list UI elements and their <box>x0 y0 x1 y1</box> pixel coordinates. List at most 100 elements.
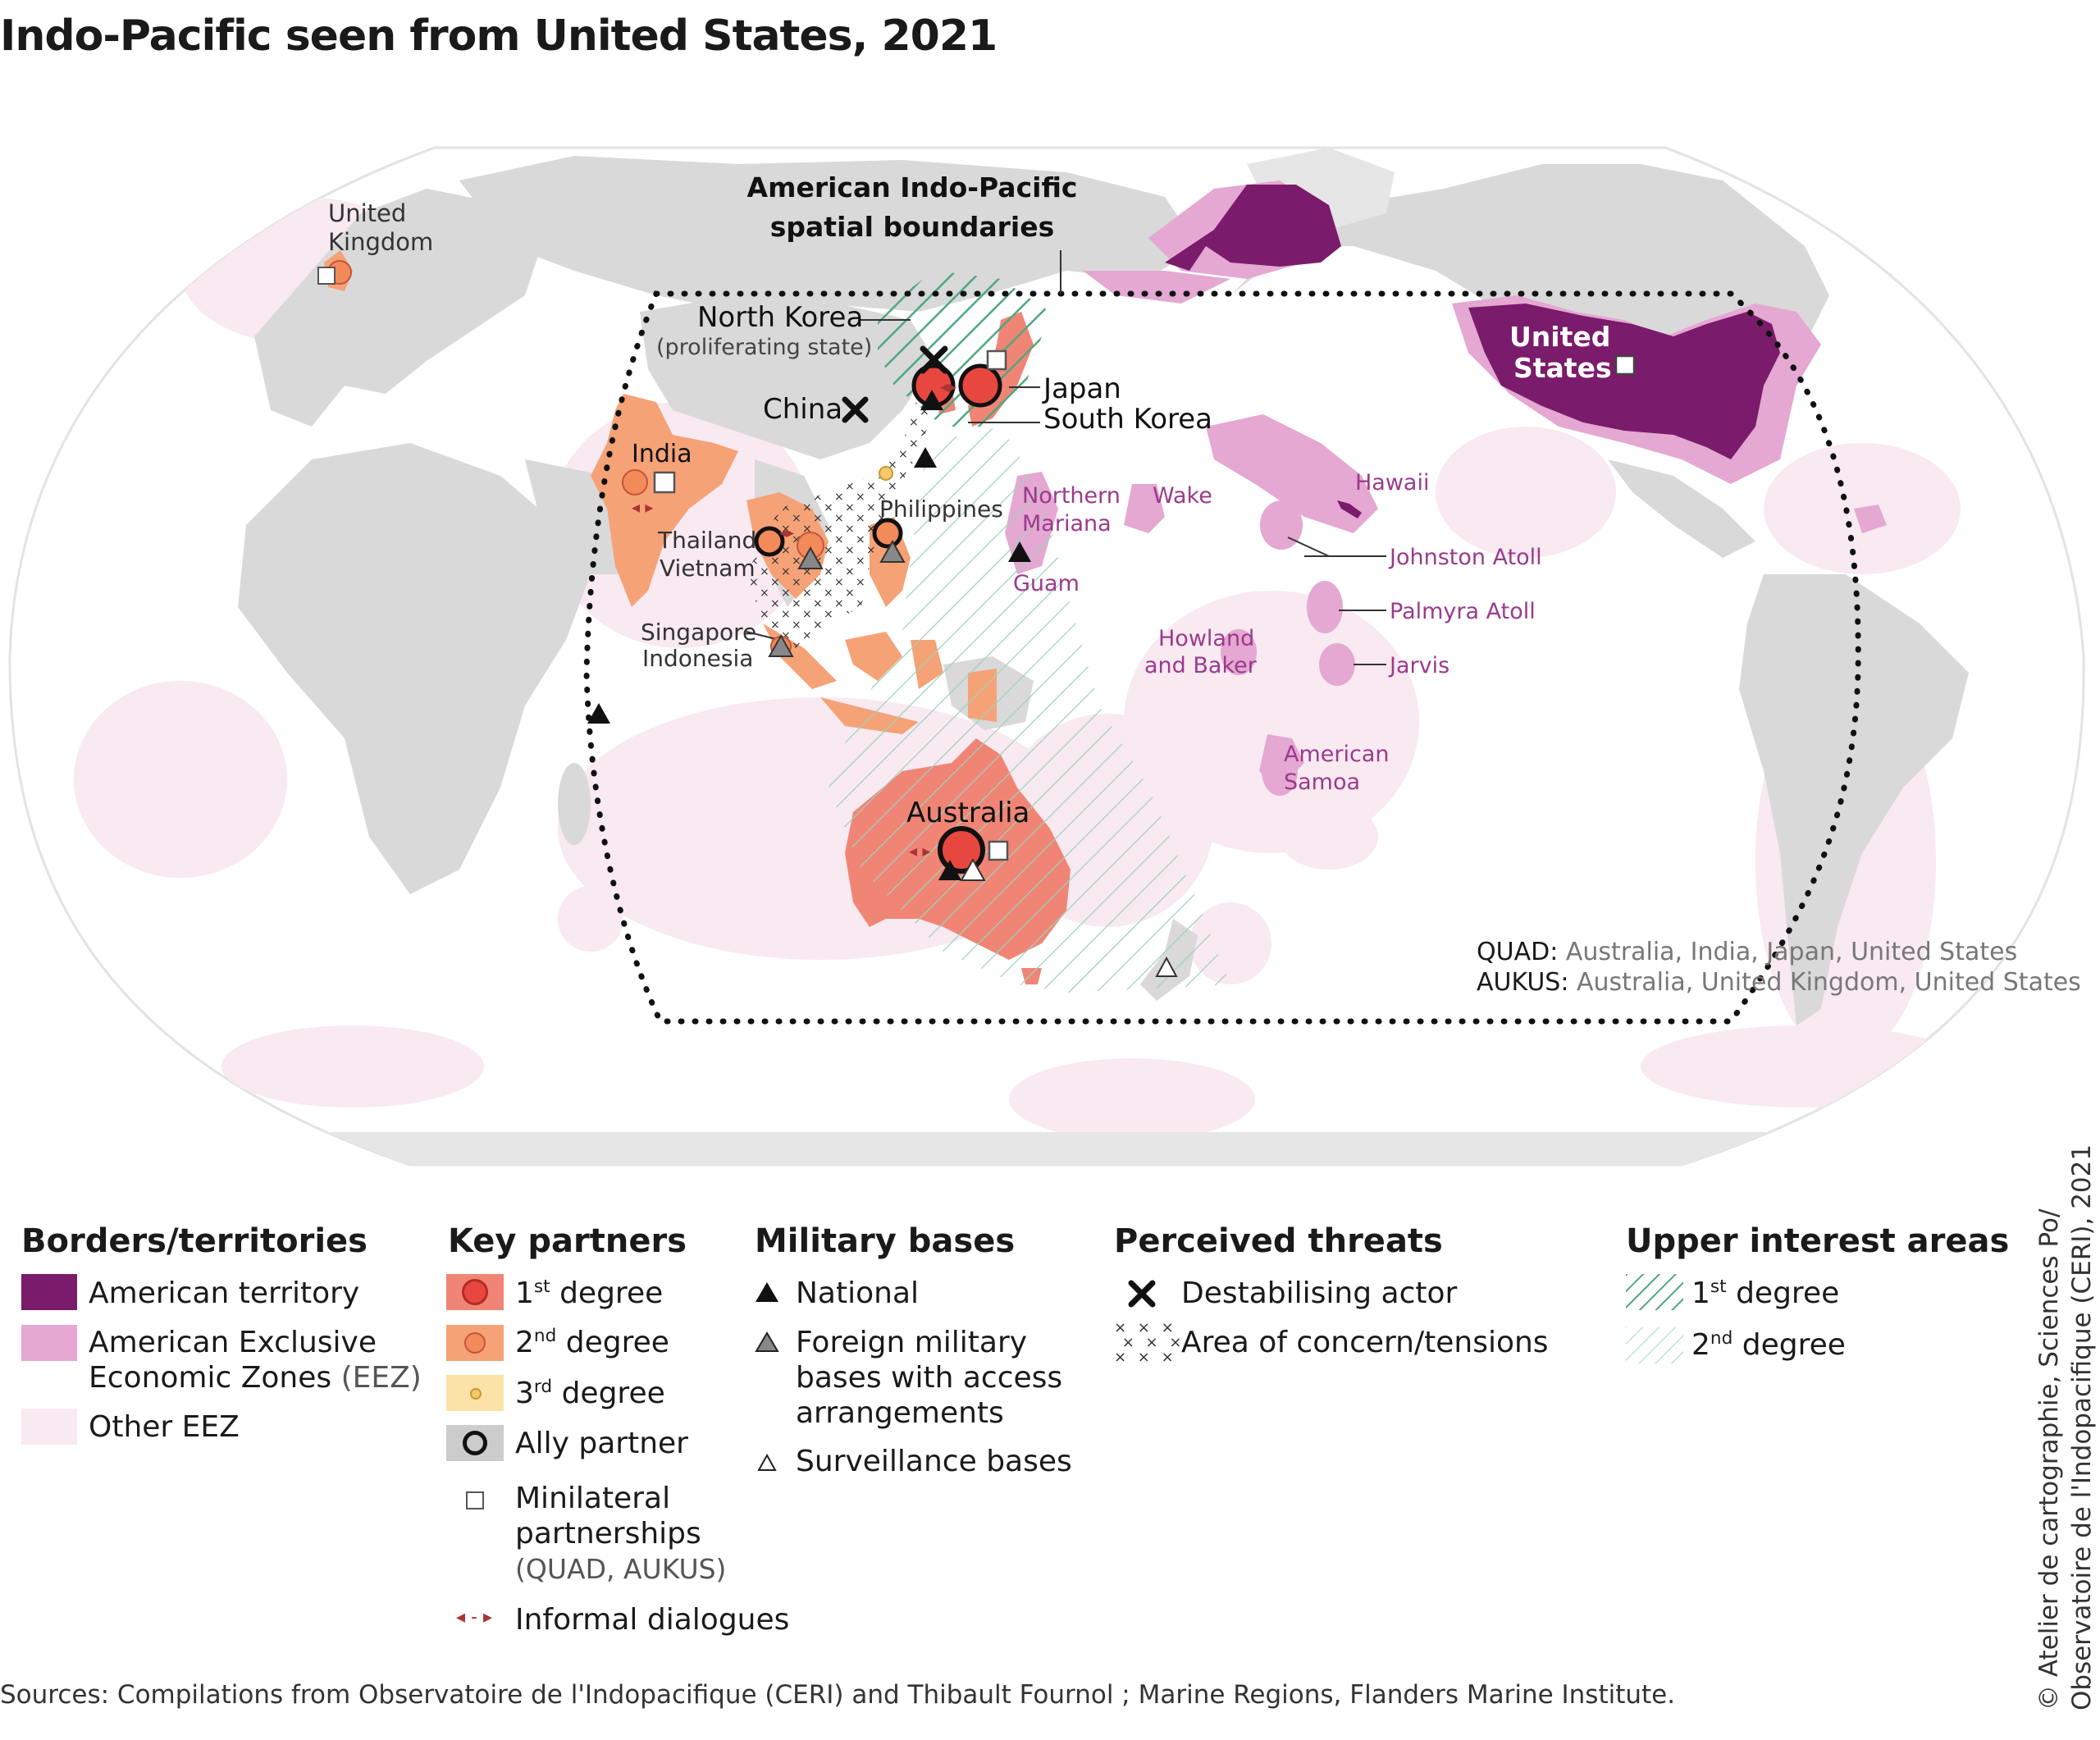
label-indonesia: Indonesia <box>642 645 753 672</box>
military-base-symbols <box>587 390 1178 977</box>
second-degree-sup: nd <box>533 1326 557 1346</box>
informal-dialogue-arrow-icon: ◂ - ▸ <box>456 1607 493 1628</box>
destabilising-actor-icon <box>1128 1280 1156 1308</box>
map-labels: United Kingdom American Indo-Pacific spa… <box>328 171 1612 829</box>
label-china: China <box>763 393 842 426</box>
upper-interest-2nd-degree <box>829 427 1230 993</box>
label-american-samoa-2: Samoa <box>1284 770 1360 795</box>
swatch-third-degree <box>446 1375 504 1411</box>
india-shape <box>591 394 738 607</box>
interest-second-num: 2 <box>1691 1328 1710 1362</box>
legend-second-degree: 2nd degree <box>515 1325 669 1361</box>
legend-minilateral-1: Minilateral <box>515 1482 671 1515</box>
label-japan: Japan <box>1042 372 1121 405</box>
legend-bases-heading: Military bases <box>755 1222 1016 1260</box>
aukus-members: Australia, United Kingdom, United States <box>1577 968 2081 997</box>
label-palmyra-atoll: Palmyra Atoll <box>1390 599 1536 624</box>
legend-ally-partner: Ally partner <box>515 1427 688 1460</box>
second-degree-text: degree <box>565 1326 669 1359</box>
interest-first-text: degree <box>1736 1276 1840 1310</box>
legend-american-eez-abbr: (EEZ) <box>340 1361 422 1395</box>
label-boundary-1: American Indo-Pacific <box>747 171 1078 203</box>
label-united-kingdom-2: Kingdom <box>328 228 433 256</box>
label-north-korea: North Korea <box>697 301 863 334</box>
legend-minilateral-2: partnerships <box>515 1517 701 1550</box>
legend-minilateral-3: (QUAD, AUKUS) <box>515 1553 727 1585</box>
legend-destabilising: Destabilising actor <box>1181 1276 1458 1310</box>
ally-partner-ring <box>463 1431 487 1455</box>
minilateral-square <box>466 1491 484 1509</box>
label-vietnam: Vietnam <box>660 555 756 582</box>
legend-threats-heading: Perceived threats <box>1114 1222 1443 1260</box>
legend-national: National <box>796 1276 920 1310</box>
legend-other-eez: Other EEZ <box>89 1410 240 1444</box>
legend-partners-heading: Key partners <box>448 1222 687 1260</box>
label-howland-2: and Baker <box>1144 653 1258 678</box>
svg-text:◂ ▸: ◂ ▸ <box>909 841 930 861</box>
label-united-states-1: United <box>1509 321 1610 353</box>
label-guam: Guam <box>1013 571 1080 596</box>
swatch-other-eez <box>21 1409 77 1445</box>
indo-pacific-boundary <box>583 290 1861 1025</box>
credit-line-2: Observatoire de l'Indopacifique (CERI), … <box>2067 1144 2097 1710</box>
legend-foreign-1: Foreign military <box>796 1326 1028 1359</box>
quad-note: QUAD: Australia, India, Japan, United St… <box>1477 938 2017 966</box>
legend-informal-dialogues: Informal dialogues <box>515 1603 790 1637</box>
foreign-base-icon <box>755 1331 779 1352</box>
swatch-interest-1st <box>1626 1274 1683 1310</box>
second-degree-circle <box>464 1332 486 1354</box>
third-degree-sup: rd <box>533 1377 553 1397</box>
label-jarvis: Jarvis <box>1388 653 1449 678</box>
label-hawaii: Hawaii <box>1355 470 1429 496</box>
first-degree-circle <box>462 1279 488 1305</box>
label-united-states-2: States <box>1513 352 1612 384</box>
label-thailand: Thailand <box>657 527 756 554</box>
label-australia: Australia <box>906 797 1029 829</box>
swatch-first-degree <box>446 1274 504 1310</box>
label-wake: Wake <box>1153 483 1212 509</box>
legend-american-eez-2: Economic Zones (EEZ) <box>89 1360 422 1396</box>
partner-symbols: ◂ ▸ ◂▸ ◂▸ ◂ ▸ <box>317 260 1636 874</box>
legend-third-degree: 3rd degree <box>515 1376 665 1412</box>
svg-text:◂ ▸: ◂ ▸ <box>632 497 653 517</box>
area-of-concern <box>746 394 935 648</box>
swatch-american-eez <box>21 1325 77 1361</box>
legend-interest-first: 1st degree <box>1691 1276 1839 1312</box>
first-degree-text: degree <box>559 1276 664 1310</box>
first-degree-sup: st <box>533 1276 550 1297</box>
label-american-samoa-1: American <box>1284 742 1390 767</box>
label-india: India <box>632 440 692 468</box>
map-title: Indo-Pacific seen from United States, 20… <box>0 11 998 61</box>
legend-area-of-concern: Area of concern/tensions <box>1181 1326 1549 1359</box>
legend-interest-heading: Upper interest areas <box>1626 1222 2010 1260</box>
label-singapore: Singapore <box>641 619 756 646</box>
credit-line-1: © Atelier de cartographie, Sciences Po/ <box>2034 1208 2064 1710</box>
third-degree-num: 3 <box>515 1377 534 1410</box>
svg-text:◂▸: ◂▸ <box>779 524 794 541</box>
svg-text:◂▸: ◂▸ <box>940 377 956 396</box>
threat-symbols <box>842 345 948 423</box>
american-territory <box>1165 185 1780 518</box>
legend-surveillance: Surveillance bases <box>796 1445 1072 1478</box>
aukus-label: AUKUS: <box>1477 968 1569 997</box>
legend-american-eez-2-text: Economic Zones <box>89 1361 332 1395</box>
interest-second-text: degree <box>1742 1328 1846 1362</box>
aukus-note: AUKUS: Australia, United Kingdom, United… <box>1477 968 2081 997</box>
legend-interest-second: 2nd degree <box>1691 1327 1846 1363</box>
interest-first-num: 1 <box>1691 1276 1710 1310</box>
interest-second-sup: nd <box>1710 1328 1733 1349</box>
label-philippines: Philippines <box>879 496 1003 523</box>
second-degree-num: 2 <box>515 1326 534 1359</box>
quad-label: QUAD: <box>1477 938 1559 966</box>
legend-borders-heading: Borders/territories <box>21 1222 368 1260</box>
third-degree-circle <box>470 1388 482 1400</box>
label-northern-mariana-1: Northern <box>1022 483 1121 509</box>
sources-note: Sources: Compilations from Observatoire … <box>0 1680 1676 1710</box>
swatch-interest-2nd <box>1626 1327 1683 1363</box>
area-of-concern-icon: × × × × × × × × × <box>1114 1319 1185 1366</box>
label-boundary-2: spatial boundaries <box>770 211 1054 243</box>
swatch-ally-partner <box>446 1425 504 1461</box>
label-howland-1: Howland <box>1158 626 1254 651</box>
label-south-korea: South Korea <box>1043 403 1212 436</box>
surveillance-base-icon <box>757 1454 777 1471</box>
